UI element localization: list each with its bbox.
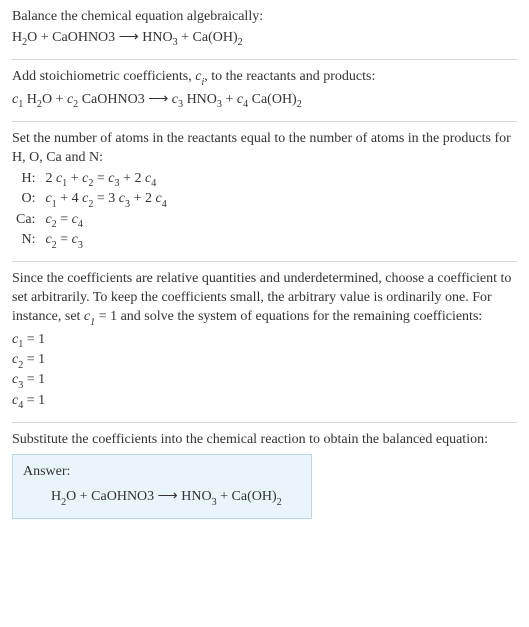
coefficient-result: c2 = 1 xyxy=(12,351,517,371)
unbalanced-equation: H2O + CaOHNO3 ⟶ HNO3 + Ca(OH)2 xyxy=(12,27,517,49)
section-solve: Since the coefficients are relative quan… xyxy=(12,270,517,412)
atom-balance-table: H:2 c1 + c2 = c3 + 2 c4O:c1 + 4 c2 = 3 c… xyxy=(12,170,171,252)
divider xyxy=(12,422,517,423)
divider xyxy=(12,261,517,262)
table-row: N:c2 = c3 xyxy=(12,231,171,251)
element-label: Ca: xyxy=(12,211,41,231)
c1-symbol: c1 xyxy=(84,309,95,324)
table-row: Ca:c2 = c4 xyxy=(12,211,171,231)
table-row: H:2 c1 + c2 = c3 + 2 c4 xyxy=(12,170,171,190)
divider xyxy=(12,59,517,60)
substitute-text: Substitute the coefficients into the che… xyxy=(12,431,517,450)
equation-with-coeffs: c1 H2O + c2 CaOHNO3 ⟶ c3 HNO3 + c4 Ca(OH… xyxy=(12,89,517,111)
coefficient-result: c4 = 1 xyxy=(12,392,517,412)
section-balance-intro: Balance the chemical equation algebraica… xyxy=(12,8,517,49)
text-a: Add stoichiometric coefficients, xyxy=(12,69,195,84)
coefficient-result: c1 = 1 xyxy=(12,331,517,351)
coefficient-results: c1 = 1c2 = 1c3 = 1c4 = 1 xyxy=(12,331,517,413)
section-substitute: Substitute the coefficients into the che… xyxy=(12,431,517,519)
text-b: , to the reactants and products: xyxy=(204,69,375,84)
answer-box: Answer: H2O + CaOHNO3 ⟶ HNO3 + Ca(OH)2 xyxy=(12,454,312,519)
atom-balance-intro: Set the number of atoms in the reactants… xyxy=(12,130,517,168)
balanced-equation: H2O + CaOHNO3 ⟶ HNO3 + Ca(OH)2 xyxy=(23,486,301,508)
table-row: O:c1 + 4 c2 = 3 c3 + 2 c4 xyxy=(12,190,171,210)
section-add-coefficients: Add stoichiometric coefficients, ci, to … xyxy=(12,68,517,111)
coefficient-result: c3 = 1 xyxy=(12,371,517,391)
solve-paragraph: Since the coefficients are relative quan… xyxy=(12,270,517,328)
divider xyxy=(12,121,517,122)
section-atom-balance: Set the number of atoms in the reactants… xyxy=(12,130,517,251)
balance-equation: 2 c1 + c2 = c3 + 2 c4 xyxy=(41,170,170,190)
element-label: H: xyxy=(12,170,41,190)
balance-equation: c2 = c4 xyxy=(41,211,170,231)
balance-equation: c1 + 4 c2 = 3 c3 + 2 c4 xyxy=(41,190,170,210)
answer-label: Answer: xyxy=(23,463,301,482)
coef-symbol: ci xyxy=(195,69,204,84)
intro-text: Balance the chemical equation algebraica… xyxy=(12,8,517,27)
balance-equation: c2 = c3 xyxy=(41,231,170,251)
element-label: N: xyxy=(12,231,41,251)
coeff-intro: Add stoichiometric coefficients, ci, to … xyxy=(12,68,517,88)
element-label: O: xyxy=(12,190,41,210)
